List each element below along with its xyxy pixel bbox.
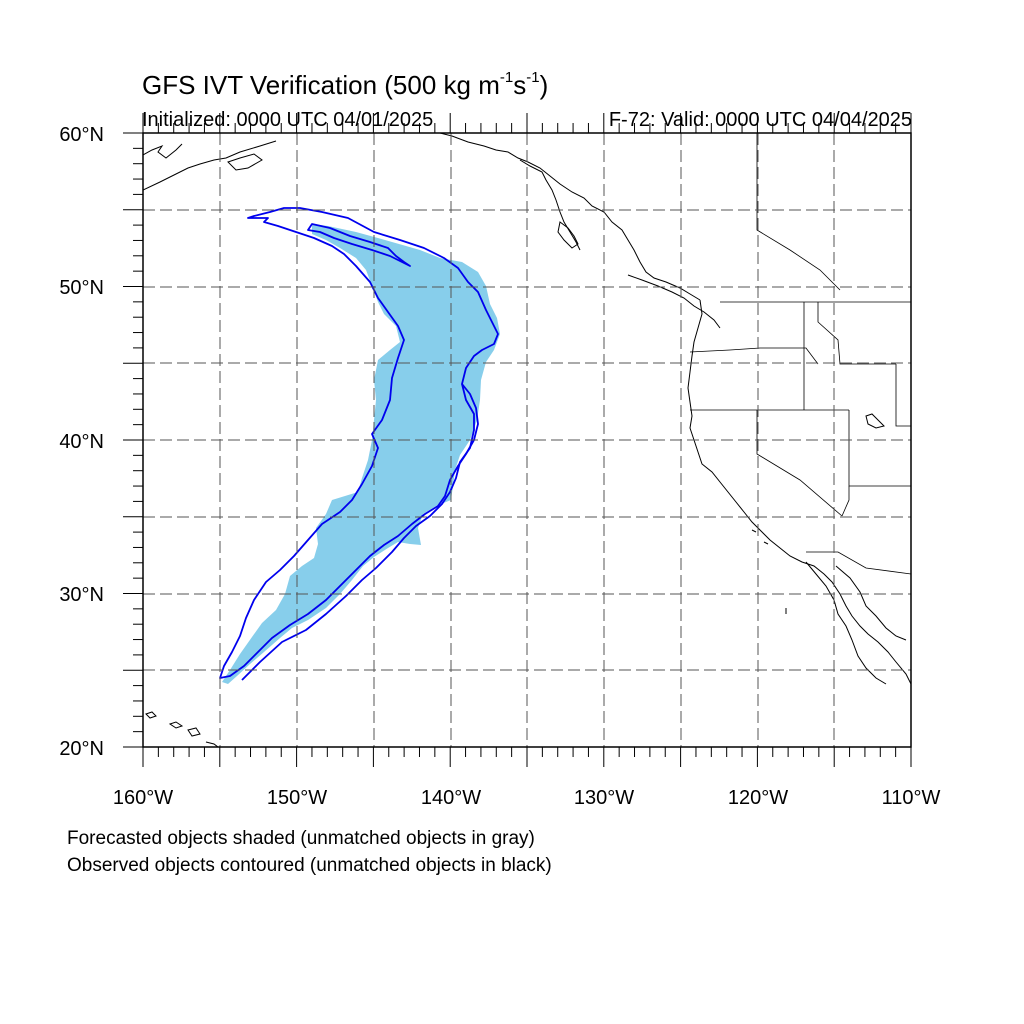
graticule bbox=[143, 133, 911, 747]
observed-hole-contour bbox=[307, 223, 411, 267]
forecast-object bbox=[222, 224, 500, 684]
lat-label: 20°N bbox=[59, 738, 104, 760]
forecast-note: Forecasted objects shaded (unmatched obj… bbox=[67, 828, 535, 849]
lon-label: 140°W bbox=[421, 787, 481, 809]
observed-object bbox=[219, 207, 499, 681]
valid-time-label: F-72: Valid: 0000 UTC 04/04/2025 bbox=[608, 109, 912, 131]
lat-label: 50°N bbox=[59, 277, 104, 299]
lon-axis-labels: 160°W 150°W 140°W 130°W 120°W 110°W bbox=[113, 787, 941, 809]
lat-axis-labels: 60°N 50°N 40°N 30°N 20°N bbox=[59, 124, 104, 760]
initialized-label: Initialized: 0000 UTC 04/01/2025 bbox=[142, 109, 434, 131]
lat-label: 60°N bbox=[59, 124, 104, 146]
political-boundaries bbox=[689, 133, 911, 575]
lon-label: 130°W bbox=[574, 787, 634, 809]
coastlines bbox=[143, 133, 911, 747]
observed-inner-ridge bbox=[241, 383, 475, 681]
observed-note: Observed objects contoured (unmatched ob… bbox=[67, 855, 552, 876]
lat-label: 40°N bbox=[59, 431, 104, 453]
lon-label: 150°W bbox=[267, 787, 327, 809]
chart-title: GFS IVT Verification (500 kg m-1s-1) bbox=[142, 69, 549, 100]
map-notes: Forecasted objects shaded (unmatched obj… bbox=[67, 825, 552, 879]
lat-label: 30°N bbox=[59, 584, 104, 606]
lon-label: 110°W bbox=[882, 787, 941, 809]
lon-label: 160°W bbox=[113, 787, 173, 809]
lon-label: 120°W bbox=[728, 787, 788, 809]
observed-outer-contour bbox=[219, 207, 499, 679]
axis-ticks bbox=[123, 113, 912, 767]
